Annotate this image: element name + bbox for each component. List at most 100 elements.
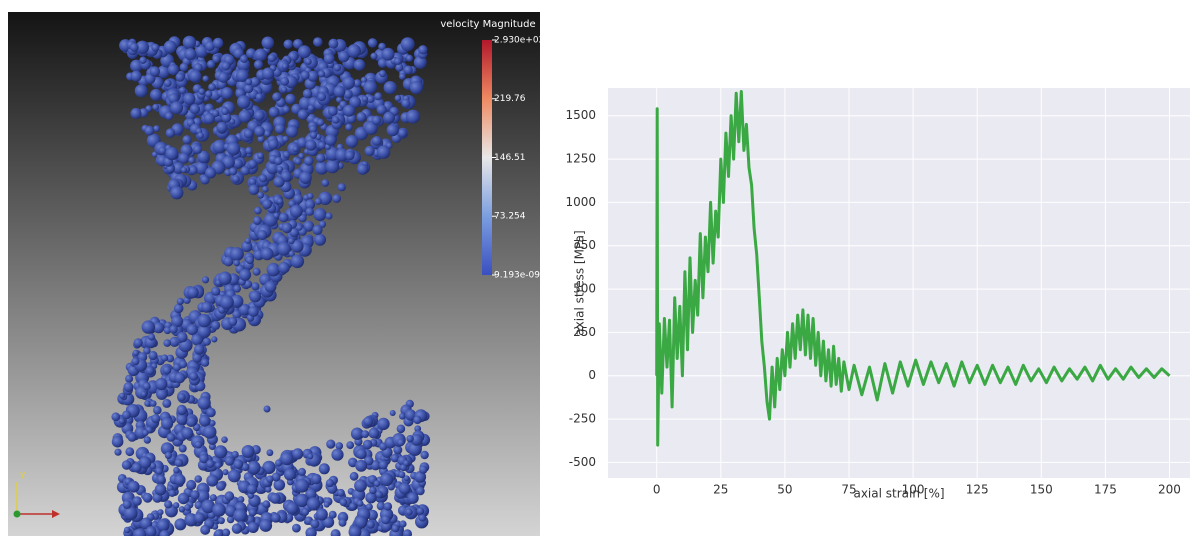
particle [280,76,290,86]
colorbar-tick-label: 2.930e+02 [494,36,544,46]
particle [174,372,186,384]
particle [167,64,179,76]
particle [245,78,253,86]
particle [413,415,422,425]
particle [165,112,174,121]
particle [394,57,402,65]
particle [221,107,229,115]
particle [174,518,187,531]
particle [163,326,172,335]
particle [258,174,267,183]
particle [152,103,160,111]
particle [348,525,362,536]
particle [176,297,184,305]
particle [328,510,337,519]
particle [148,350,158,361]
particle [305,527,317,536]
particle [298,467,306,476]
particle [171,315,184,328]
particle [265,486,272,493]
particle [325,159,340,174]
particle [206,407,216,418]
particle [314,233,326,246]
particle [406,109,420,124]
particle [349,96,361,108]
particle [194,161,209,175]
particle [248,184,260,195]
particle [215,462,222,469]
particle [165,147,179,161]
particle [268,138,279,150]
particle [132,349,139,357]
particle [190,490,200,500]
particle [189,103,201,115]
particle [325,212,333,220]
particle [186,324,198,336]
particle [310,519,320,529]
particle [159,530,170,536]
particle [366,95,375,104]
particle [179,62,189,72]
particle [221,61,231,71]
particle [183,92,196,105]
particle [420,450,429,460]
particle [383,81,397,95]
particle [156,388,168,400]
particle [315,508,328,521]
particle [325,479,334,488]
particle [282,135,289,143]
particle [312,224,323,235]
particle [370,52,378,60]
particle [317,92,327,102]
particle [164,79,172,87]
particle [229,167,238,176]
particle [153,125,161,132]
particle [188,156,196,164]
particle [121,460,132,470]
particle [231,450,239,459]
particle [208,83,216,91]
particle [263,405,271,413]
particle [237,496,245,503]
particle [339,498,348,507]
particle [206,459,215,468]
particle [348,457,358,468]
particle [219,295,234,310]
particle [160,442,174,455]
particle [410,433,423,446]
particle [315,161,329,175]
particle [376,145,391,159]
particle [332,116,340,124]
particle [285,93,296,105]
particle [313,37,323,47]
particle [244,237,251,244]
particle [182,135,192,145]
particle [252,216,262,225]
particle [144,400,151,407]
particle [301,508,310,516]
particle [149,66,160,77]
particle [253,60,264,70]
particle [405,508,413,516]
particle [232,175,240,183]
particle [161,354,169,362]
particle [407,442,422,456]
particle [313,208,327,221]
particle [257,230,268,240]
particle [288,237,295,245]
particle [367,38,378,48]
particle [239,268,252,281]
particle [202,337,211,346]
particle [292,523,301,533]
particle [361,430,370,438]
particle [150,400,157,407]
particle [241,240,253,253]
particle [157,65,171,79]
particle [260,247,274,261]
particle [203,112,215,124]
particle [197,324,211,339]
particle [296,224,303,231]
particle [316,118,325,127]
chart: -500 -250 0 250 500 750 1000 1250 1500 0 25 50 75 100… [565,88,1190,497]
